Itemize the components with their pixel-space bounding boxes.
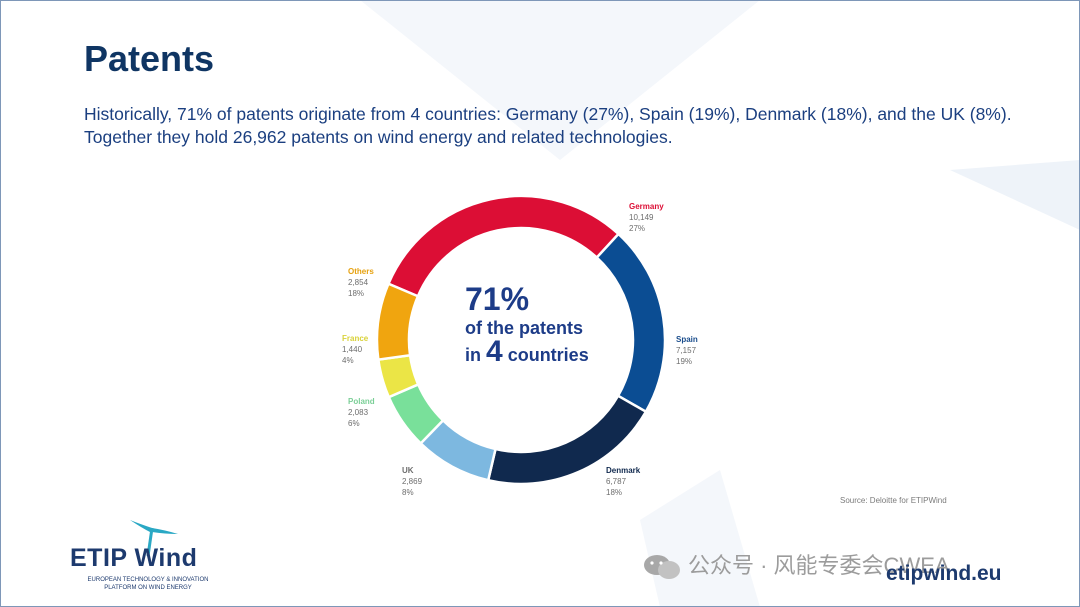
label-poland-name: Poland: [348, 397, 375, 406]
label-uk-value: 2,869: [402, 477, 423, 486]
label-poland-value: 2,083: [348, 408, 369, 417]
center-line-2: in 4 countries: [465, 337, 589, 367]
label-uk-name: UK: [402, 466, 414, 475]
center-line-2-suffix: countries: [502, 345, 589, 365]
logo-subtext-line1: EUROPEAN TECHNOLOGY & INNOVATION: [87, 577, 209, 583]
label-spain-pct: 19%: [676, 357, 693, 366]
label-uk: UK 2,869 8%: [402, 465, 422, 498]
donut-slice-others: [375, 282, 420, 361]
center-percentage: 71%: [465, 281, 530, 317]
label-others-name: Others: [348, 267, 374, 276]
page-subtitle: Historically, 71% of patents originate f…: [84, 104, 1012, 147]
page-title: Patents: [84, 38, 215, 79]
logo-subtext: EUROPEAN TECHNOLOGY & INNOVATION PLATFOR…: [72, 576, 224, 592]
label-poland: Poland 2,083 6%: [348, 396, 375, 429]
source-note: Source: Deloitte for ETIPWind: [840, 496, 947, 505]
label-germany: Germany 10,149 27%: [629, 201, 664, 234]
watermark-text: 公众号 · 风能专委会CWEA: [688, 553, 950, 578]
label-poland-pct: 6%: [348, 419, 360, 428]
etip-wind-logo: ETIP Wind EUROPEAN TECHNOLOGY & INNOVATI…: [70, 520, 230, 595]
label-others-value: 2,854: [348, 278, 369, 287]
label-germany-value: 10,149: [629, 213, 654, 222]
label-france-name: France: [342, 334, 369, 343]
label-spain-name: Spain: [676, 335, 698, 344]
label-denmark-pct: 18%: [606, 488, 623, 497]
wind-turbine-icon: [130, 520, 178, 557]
wechat-icon: [644, 555, 680, 580]
label-germany-pct: 27%: [629, 224, 646, 233]
label-france-pct: 4%: [342, 356, 354, 365]
label-spain-value: 7,157: [676, 346, 697, 355]
label-spain: Spain 7,157 19%: [676, 334, 698, 367]
center-line-2-number: 4: [486, 335, 503, 368]
label-germany-name: Germany: [629, 202, 664, 211]
label-france-value: 1,440: [342, 345, 363, 354]
label-others-pct: 18%: [348, 289, 365, 298]
logo-text: ETIP Wind: [70, 544, 198, 572]
label-uk-pct: 8%: [402, 488, 414, 497]
center-line-1: of the patents: [465, 318, 584, 338]
center-line-2-prefix: in: [465, 345, 486, 365]
donut-center-text: 71% of the patents in 4 countries: [465, 282, 589, 367]
wechat-watermark: 公众号 · 风能专委会CWEA: [642, 548, 950, 581]
donut-slice-spain: [595, 232, 667, 414]
label-others: Others 2,854 18%: [348, 266, 374, 299]
label-denmark-value: 6,787: [606, 477, 627, 486]
label-denmark-name: Denmark: [606, 466, 641, 475]
label-france: France 1,440 4%: [342, 333, 368, 366]
site-url: etipwind.eu: [886, 562, 1002, 585]
label-denmark: Denmark 6,787 18%: [606, 465, 640, 498]
logo-subtext-line2: PLATFORM ON WIND ENERGY: [104, 585, 192, 591]
